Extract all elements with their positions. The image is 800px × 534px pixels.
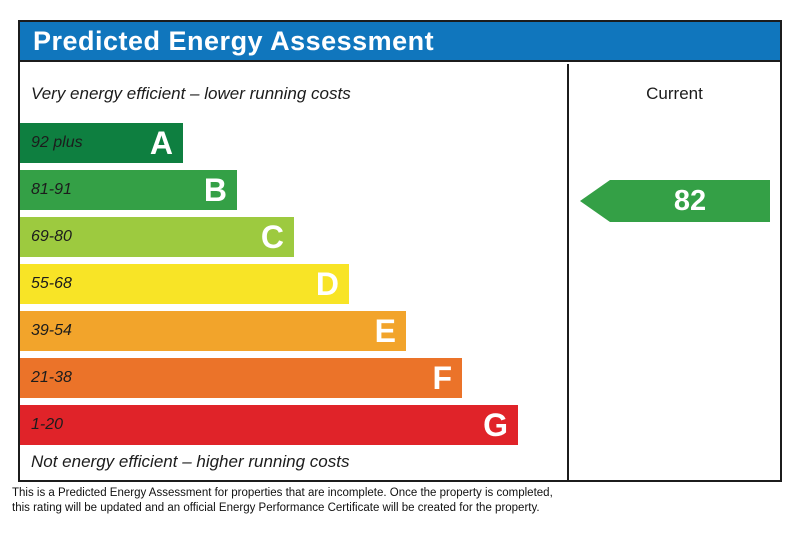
band-letter: F — [432, 360, 452, 396]
band-letter: A — [149, 125, 173, 161]
band-letter: B — [203, 172, 227, 208]
band-range-label: 55-68 — [31, 275, 72, 292]
bands: 92 plus A 81-91 B 69-80 C 55-68 D 39-54 … — [20, 123, 518, 452]
band-range-label: 81-91 — [31, 181, 72, 198]
band-letter: G — [483, 407, 508, 443]
band-letter: D — [315, 266, 339, 302]
rating-band: 81-91 B — [20, 170, 237, 210]
band-range-label: 21-38 — [31, 369, 72, 386]
band-range-label: 39-54 — [31, 322, 72, 339]
band-letter: E — [374, 313, 396, 349]
footer-disclaimer: This is a Predicted Energy Assessment fo… — [12, 487, 553, 514]
rating-band: 55-68 D — [20, 264, 349, 304]
band-range-label: 92 plus — [31, 134, 83, 151]
energy-assessment-panel: Predicted Energy Assessment Very energy … — [18, 20, 782, 482]
current-rating-arrow: 82 — [580, 180, 770, 222]
rating-band: 21-38 F — [20, 358, 462, 398]
chart-content: Very energy efficient – lower running co… — [20, 64, 780, 480]
current-column-header: Current — [646, 84, 703, 103]
band-range-label: 69-80 — [31, 228, 72, 245]
title-bar: Predicted Energy Assessment — [20, 22, 780, 62]
rating-band: 1-20 G — [20, 405, 518, 445]
current-rating-column: Current 82 — [569, 64, 780, 480]
band-letter: C — [260, 219, 284, 255]
bottom-note: Not energy efficient – higher running co… — [31, 452, 350, 471]
rating-scale-area: Very energy efficient – lower running co… — [20, 64, 569, 480]
rating-band: 92 plus A — [20, 123, 183, 163]
current-arrow-shape — [580, 180, 770, 222]
rating-band: 69-80 C — [20, 217, 294, 257]
page-title: Predicted Energy Assessment — [33, 25, 435, 56]
top-note: Very energy efficient – lower running co… — [31, 84, 351, 103]
rating-band: 39-54 E — [20, 311, 406, 351]
current-rating-value: 82 — [673, 184, 707, 217]
band-range-label: 1-20 — [31, 416, 64, 433]
